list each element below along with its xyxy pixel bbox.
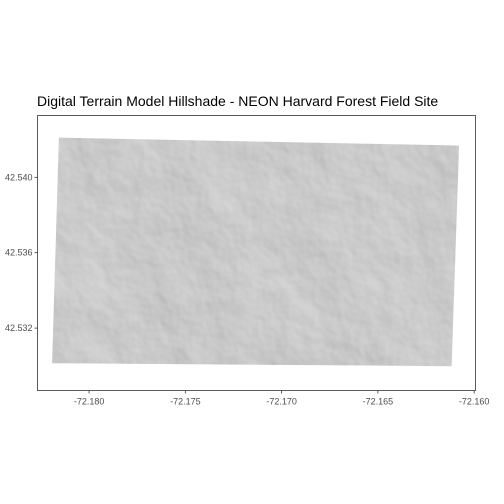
y-axis: 42.540 42.536 42.532 [5,172,38,333]
x-tick-label: -72.160 [459,397,490,407]
y-tick-label: 42.540 [5,172,33,182]
hillshade-raster [52,137,460,367]
y-tick-label: 42.532 [5,323,33,333]
x-tick-label: -72.170 [266,397,297,407]
x-tick-label: -72.180 [74,397,105,407]
plot-title: Digital Terrain Model Hillshade - NEON H… [37,93,439,109]
x-tick-label: -72.165 [363,397,394,407]
y-tick-label: 42.536 [5,248,33,258]
x-axis: -72.180 -72.175 -72.170 -72.165 -72.160 [74,390,490,407]
x-tick-label: -72.175 [170,397,201,407]
